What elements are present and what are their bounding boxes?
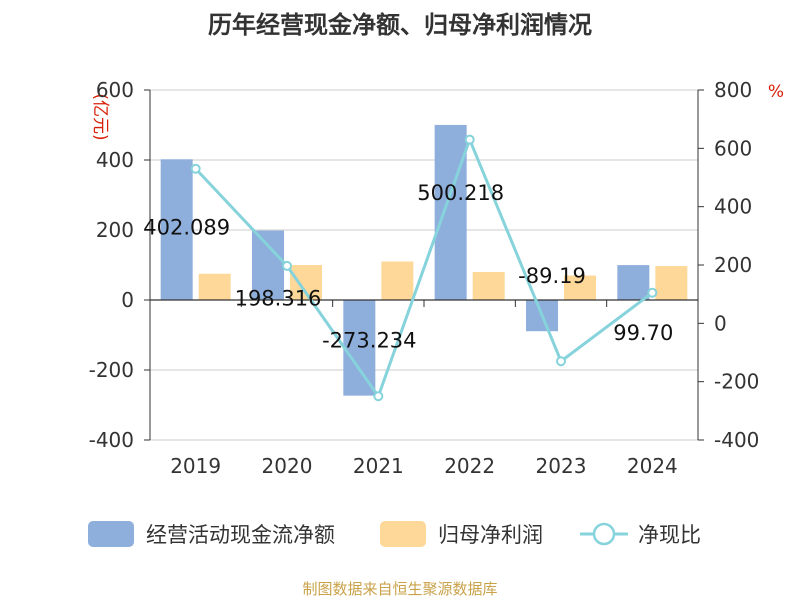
data-label-cashflow-2020: 198.316: [235, 287, 322, 311]
left-tick-label-5: -400: [89, 428, 134, 452]
point-netcash-ratio-2021: [373, 391, 384, 402]
x-tick-label-2019: 2019: [170, 454, 221, 478]
data-label-cashflow-2021: -273.234: [322, 329, 416, 353]
x-tick-label-2024: 2024: [627, 454, 678, 478]
bar-netprofit-2022: [472, 272, 505, 300]
right-tick-label-1: 600: [714, 136, 752, 160]
point-netcash-ratio-2023: [556, 356, 566, 367]
right-tick-label-2: 400: [714, 195, 752, 219]
legend-swatch-1: [380, 521, 426, 547]
right-tick-label-6: -400: [714, 428, 759, 452]
left-tick-label-0: 600: [96, 78, 134, 102]
point-netcash-ratio-2024: [647, 287, 658, 298]
right-tick-label-4: 0: [714, 311, 727, 335]
grid-layer: [150, 89, 698, 441]
bar-netprofit-2023: [564, 275, 596, 300]
bar-cashflow-2022: [434, 124, 467, 300]
data-label-cashflow-2023: -89.19: [518, 264, 586, 288]
x-tick-label-2023: 2023: [536, 454, 587, 478]
left-tick-label-3: 0: [121, 288, 134, 312]
bar-cashflow-2020: [252, 230, 284, 300]
left-tick-label-4: -200: [89, 358, 134, 382]
bar-cashflow-2024: [617, 265, 650, 300]
bar-cashflow-2021: [343, 300, 376, 396]
left-tick-label-2: 200: [96, 218, 134, 242]
point-netcash-ratio-2022: [464, 134, 475, 145]
right-tick-label-3: 200: [714, 253, 752, 277]
data-label-cashflow-2019: 402.089: [143, 215, 230, 239]
right-tick-label-5: -200: [714, 370, 759, 394]
label-layer: 402.089 198.316-273.234 500.218 -89.19 99.70: [143, 181, 673, 353]
x-tick-label-2021: 2021: [353, 454, 404, 478]
left-axis-unit: (亿元): [90, 93, 110, 140]
legend-label-1: 归母净利润: [438, 523, 543, 547]
bar-netprofit-2021: [381, 261, 414, 300]
axis-layer: 600 400 200 0 -200 -400 800 600 400 200 0 -200 -400 2…: [89, 78, 760, 478]
data-label-cashflow-2022: 500.218: [417, 181, 504, 205]
legend-label-2: 净现比: [638, 523, 701, 547]
data-label-cashflow-2024: 99.70: [613, 321, 673, 345]
legend-label-0: 经营活动现金流净额: [146, 523, 335, 547]
bar-layer: [160, 124, 688, 396]
line-layer: [190, 134, 658, 402]
bar-netprofit-2024: [655, 266, 688, 300]
bar-cashflow-2019: [160, 159, 193, 300]
bar-netprofit-2019: [198, 273, 231, 300]
chart-title: 历年经营现金净额、归母净利润情况: [208, 11, 592, 39]
point-netcash-ratio-2020: [282, 260, 292, 271]
legend-marker-2: [592, 522, 616, 546]
left-tick-label-1: 400: [96, 148, 134, 172]
right-axis-unit: %: [768, 82, 784, 102]
legend-swatch-0: [88, 521, 134, 547]
x-tick-label-2020: 2020: [262, 454, 313, 478]
line-netcash-ratio: [194, 135, 654, 400]
point-netcash-ratio-2019: [190, 163, 201, 174]
legend: 经营活动现金流净额 归母净利润 净现比: [88, 521, 701, 547]
right-tick-label-0: 800: [714, 78, 752, 102]
x-tick-label-2022: 2022: [444, 454, 495, 478]
source-note: 制图数据来自恒生聚源数据库: [302, 580, 497, 598]
